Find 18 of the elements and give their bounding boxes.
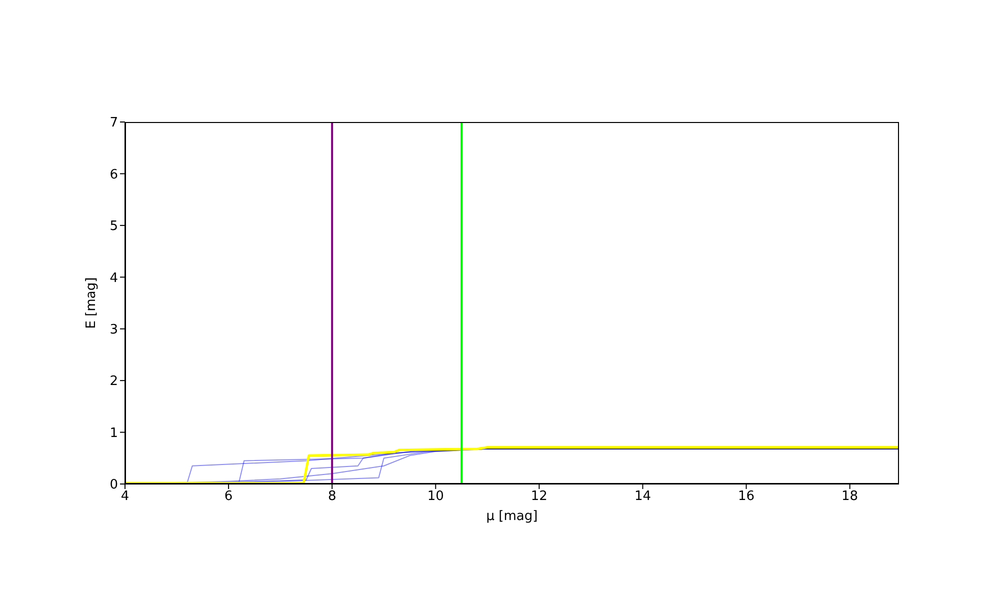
y-axis-title: E [mag]: [84, 277, 99, 329]
x-tick-label: 6: [224, 489, 233, 504]
y-tick-label: 0: [110, 478, 118, 493]
y-tick-label: 7: [110, 116, 118, 131]
y-tick-label: 2: [110, 374, 118, 390]
y-tick-label: 1: [110, 426, 118, 441]
x-tick-label: 12: [530, 489, 548, 504]
y-tick-label: 4: [110, 270, 118, 286]
x-tick-label: 18: [842, 489, 858, 504]
x-tick-label: 8: [328, 489, 336, 504]
y-tick-label: 6: [110, 167, 118, 182]
y-tick-label: 3: [110, 322, 118, 338]
x-tick-label: 14: [634, 489, 651, 504]
x-tick-label: 4: [120, 489, 130, 504]
x-axis-title: μ [mag]: [486, 509, 538, 524]
x-tick-label: 16: [738, 489, 755, 504]
y-tick-label: 5: [110, 219, 118, 234]
x-tick-label: 10: [427, 489, 444, 504]
